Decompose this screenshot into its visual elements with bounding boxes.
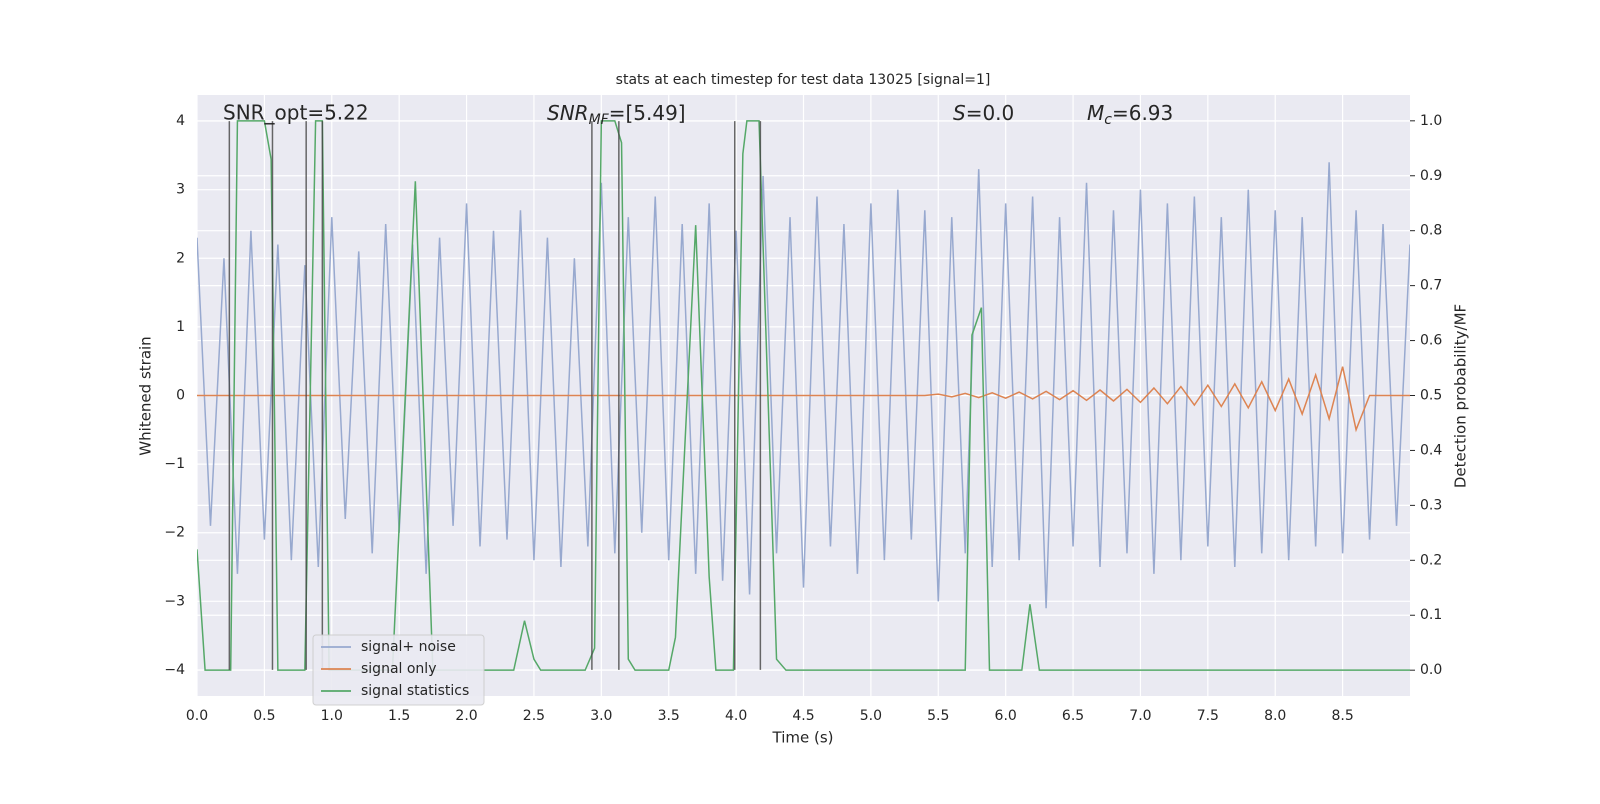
annotation-rest: =[5.49] [609,101,686,125]
y2-tick-label: 0.6 [1420,333,1442,349]
y-tick-label: 3 [176,182,185,198]
y-tick-label: 1 [176,319,185,335]
annotation: Mc=6.93 [1087,101,1173,129]
x-tick-label: 8.5 [1331,708,1353,724]
chart-title: stats at each timestep for test data 130… [616,72,991,88]
x-tick-label: 0.0 [186,708,208,724]
legend: signal+ noise signal only signal statistic… [312,634,485,706]
x-tick-label: 2.0 [455,708,477,724]
x-tick-label: 7.5 [1197,708,1219,724]
y2-tick-label: 0.2 [1420,552,1442,568]
annotation: SNR_opt=5.22 [223,101,369,125]
annotation-base: S [953,101,966,125]
y2-tick-label: 0.1 [1420,607,1442,623]
x-tick-label: 3.5 [658,708,680,724]
y2-tick-label: 0.7 [1420,278,1442,294]
x-axis-label: Time (s) [772,729,834,747]
y2-tick-label: 1.0 [1420,113,1442,129]
x-tick-label: 1.0 [321,708,343,724]
annotation: SNRMF=[5.49] [547,101,686,129]
x-tick-label: 0.5 [253,708,275,724]
x-tick-label: 3.0 [590,708,612,724]
y-tick-label: −1 [164,456,185,472]
y2-tick-label: 0.9 [1420,168,1442,184]
y2-tick-label: 0.4 [1420,442,1442,458]
x-tick-label: 7.0 [1129,708,1151,724]
y2-tick-label: 0.5 [1420,388,1442,404]
x-tick-label: 1.5 [388,708,410,724]
x-tick-label: 2.5 [523,708,545,724]
y2-tick-label: 0.8 [1420,223,1442,239]
annotation-rest: =6.93 [1112,101,1173,125]
annotation-base: SNR [547,101,589,125]
y-tick-label: −3 [164,593,185,609]
y-tick-label: 0 [176,388,185,404]
annotation-base: M [1087,101,1104,125]
x-tick-label: 5.0 [860,708,882,724]
y2-tick-label: 0.0 [1420,662,1442,678]
x-tick-label: 4.0 [725,708,747,724]
y-tick-label: 4 [176,113,185,129]
y2-tick-label: 0.3 [1420,497,1442,513]
annotation-sub: c [1104,112,1112,128]
x-tick-label: 8.0 [1264,708,1286,724]
x-tick-label: 5.5 [927,708,949,724]
series-line [197,366,1410,433]
annotation-rest: =0.0 [966,101,1015,125]
x-tick-label: 4.5 [792,708,814,724]
annotation: S=0.0 [953,101,1014,125]
legend-box [312,634,485,706]
y-tick-label: −4 [164,662,185,678]
legend-label: signal only [361,661,436,677]
x-tick-label: 6.5 [1062,708,1084,724]
legend-label: signal statistics [361,683,469,699]
y2-axis-label: Detection probability/MF [1452,304,1470,488]
x-tick-label: 6.0 [995,708,1017,724]
y-axis-label: Whitened strain [137,336,155,455]
y-tick-label: 2 [176,250,185,266]
legend-label: signal+ noise [361,639,456,655]
y-tick-label: −2 [164,525,185,541]
annotation-sub: MF [589,112,610,128]
